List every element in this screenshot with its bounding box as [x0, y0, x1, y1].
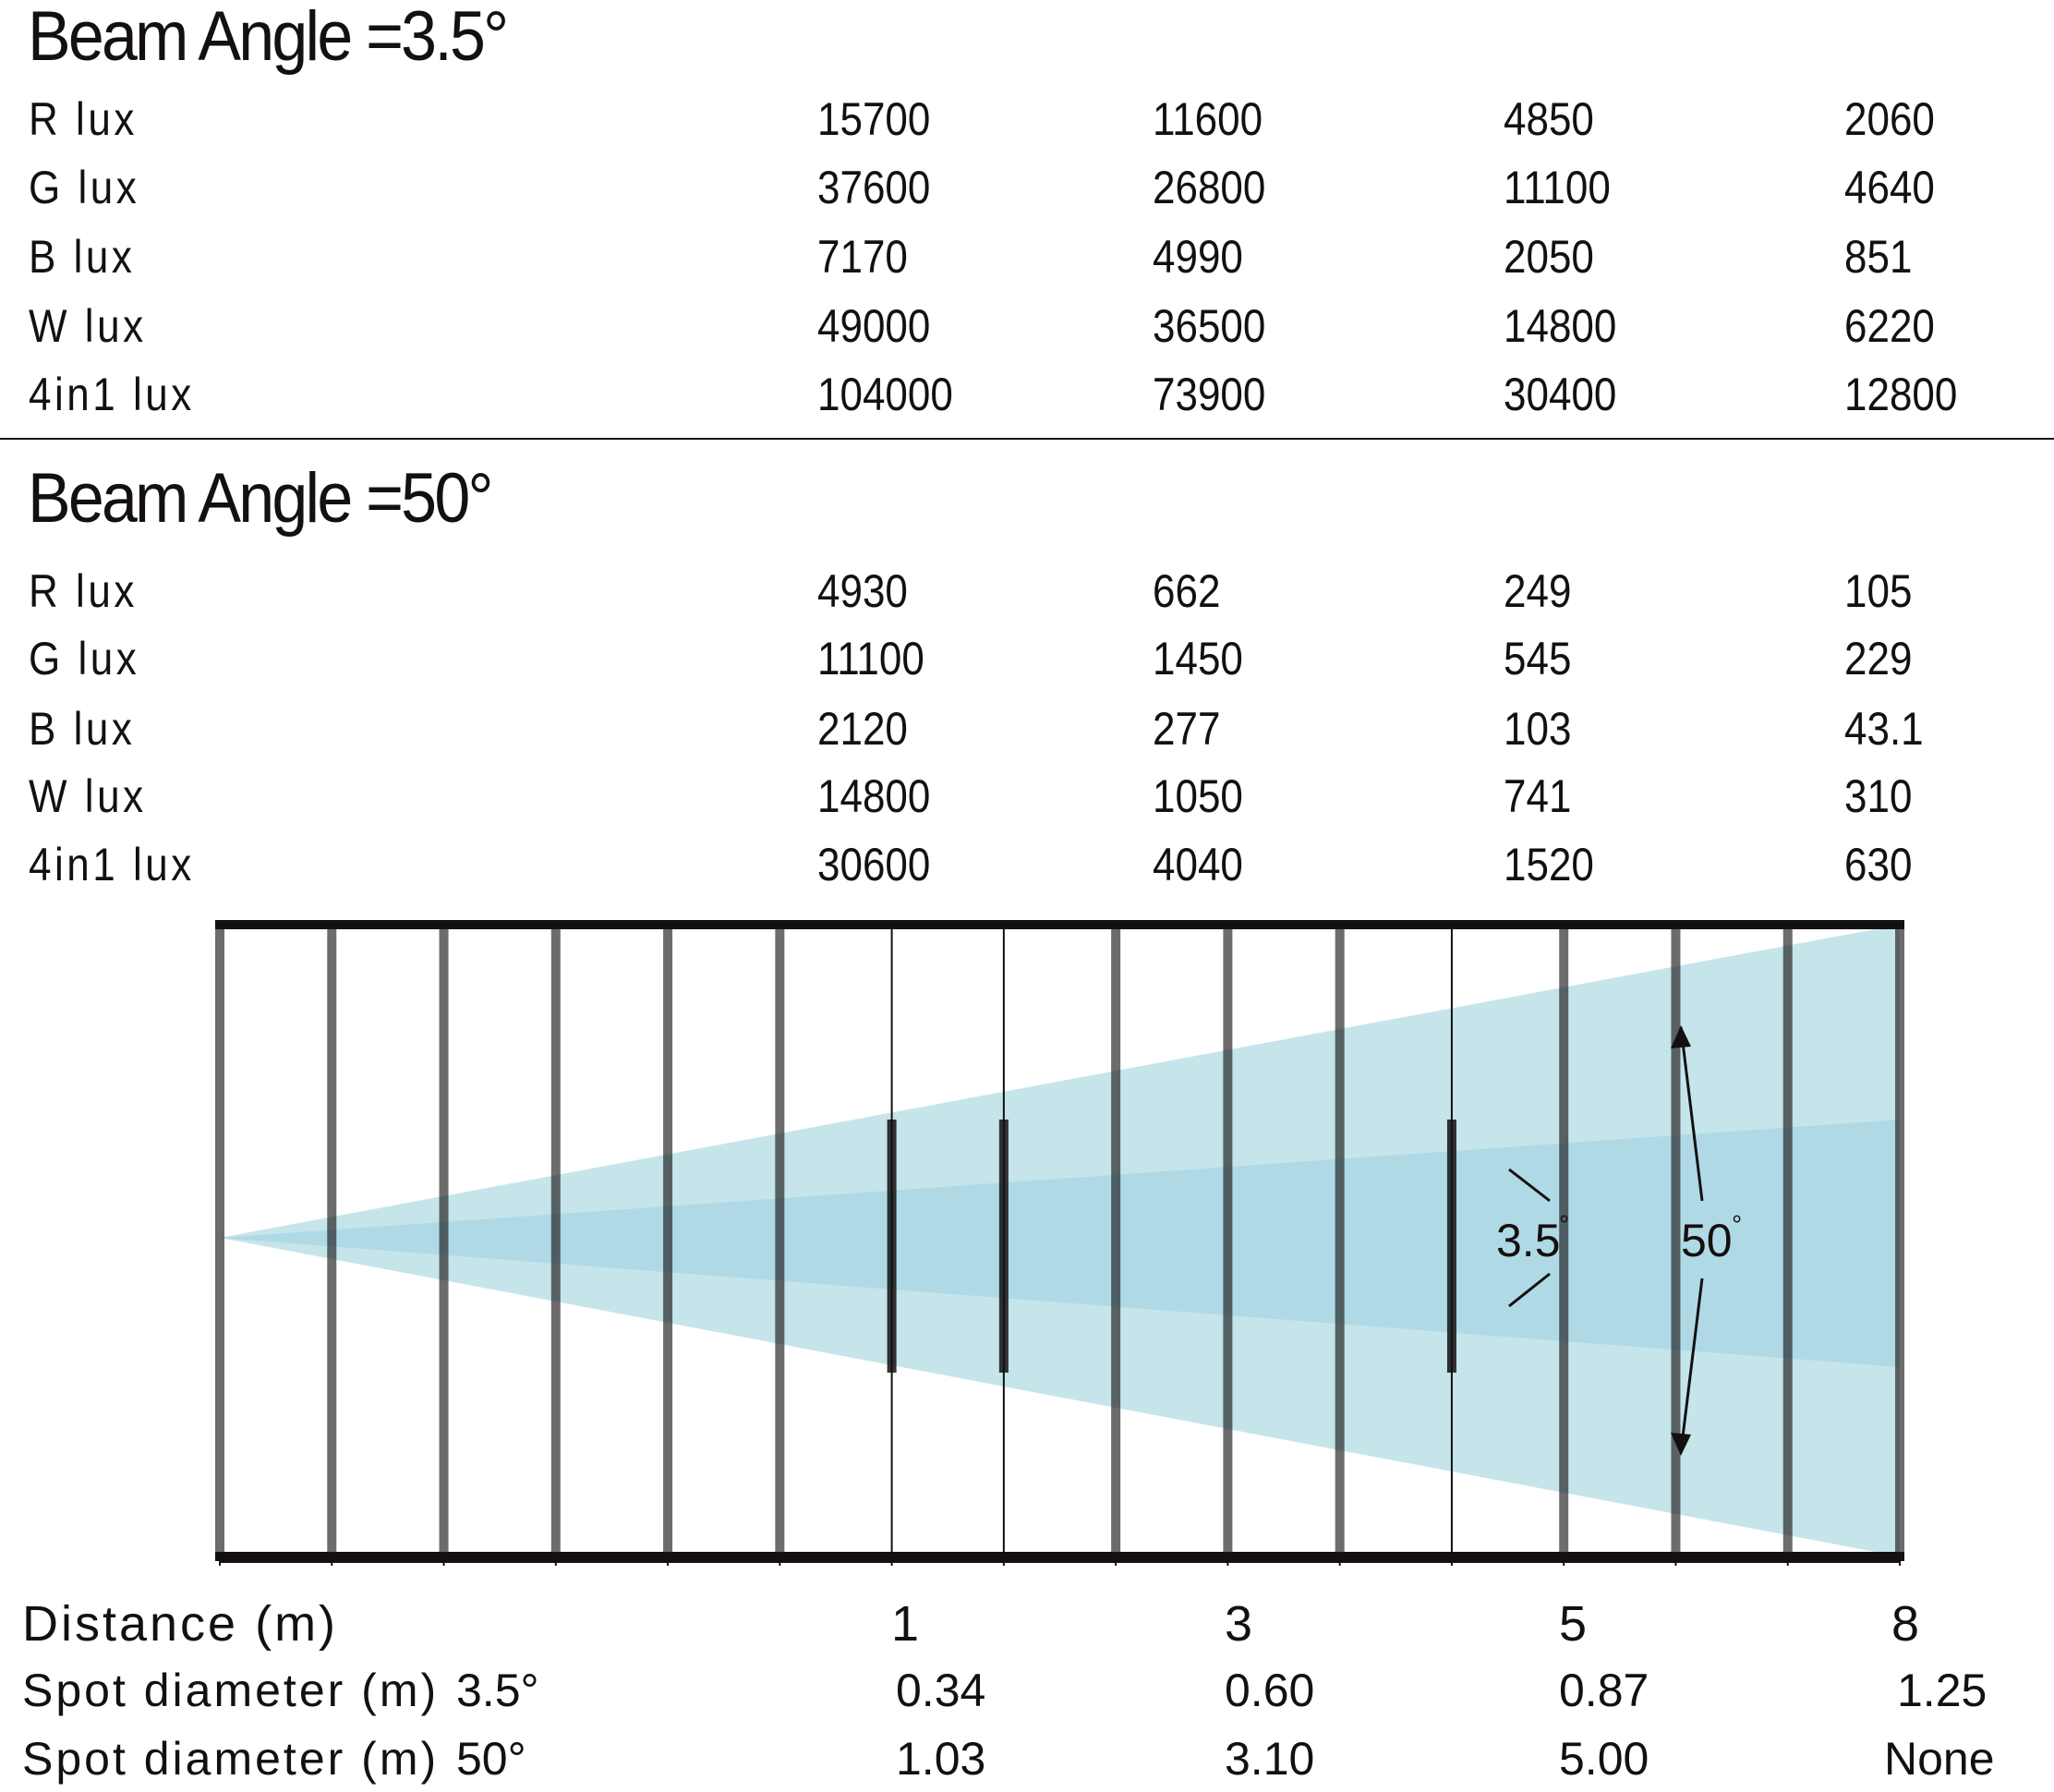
cell: 11100: [1504, 162, 1611, 213]
cell: 662: [1153, 565, 1221, 617]
cell: 4990: [1153, 231, 1243, 283]
table-row: W lux 49000 36500 14800 6220: [0, 300, 2054, 352]
cell: 1520: [1504, 839, 1594, 890]
inner-arrow-down: [1508, 1272, 1551, 1308]
spot-row: Spot diameter (m) 3.5° 0.34 0.60 0.87 1.25: [0, 1663, 2054, 1718]
cell: 43.1: [1844, 703, 1924, 755]
cell: 26800: [1153, 162, 1266, 213]
row-label: 4in1 lux: [29, 839, 195, 890]
arrowhead-down-icon: [1671, 1433, 1691, 1456]
spot-value: 5.00: [1559, 1733, 1649, 1785]
cell: 37600: [817, 162, 931, 213]
cell: 4040: [1153, 839, 1243, 890]
inner-angle-label: 3.5: [1496, 1215, 1561, 1266]
cell: 277: [1153, 703, 1221, 755]
row-label: R lux: [29, 93, 138, 145]
distance-value: 1: [891, 1596, 920, 1652]
cell: 14800: [817, 770, 931, 822]
distance-value: 5: [1559, 1596, 1588, 1652]
outer-arrow-down: [1679, 1277, 1704, 1453]
outer-arrow-up: [1679, 1026, 1704, 1202]
distance-row: Distance (m) 1 3 5 8: [0, 1596, 2054, 1652]
spot-value: 3.10: [1225, 1733, 1315, 1785]
spot-value: 0.60: [1225, 1665, 1315, 1716]
cell: 49000: [817, 300, 931, 352]
table-row: R lux 15700 11600 4850 2060: [0, 93, 2054, 145]
spot-value: 0.34: [896, 1665, 986, 1716]
table-row: G lux 11100 1450 545 229: [0, 633, 2054, 684]
cell: 7170: [817, 231, 908, 283]
cell: 310: [1844, 770, 1913, 822]
row-label: 4in1 lux: [29, 369, 195, 420]
cell: 1050: [1153, 770, 1243, 822]
cell: 4640: [1844, 162, 1935, 213]
table-row: B lux 2120 277 103 43.1: [0, 703, 2054, 755]
cell: 4930: [817, 565, 908, 617]
row-label: G lux: [29, 162, 140, 213]
cell: 2120: [817, 703, 908, 755]
cell: 12800: [1844, 369, 1958, 420]
spot-angle: 50°: [456, 1733, 526, 1785]
cell: 249: [1504, 565, 1572, 617]
distance-value: 3: [1225, 1596, 1253, 1652]
spot-angle: 3.5°: [456, 1665, 539, 1716]
cell: 105: [1844, 565, 1913, 617]
row-label: B lux: [29, 703, 136, 755]
cell: 36500: [1153, 300, 1266, 352]
cell: 14800: [1504, 300, 1617, 352]
cell: 104000: [817, 369, 953, 420]
cell: 11100: [817, 633, 924, 684]
row-label: B lux: [29, 231, 136, 283]
section-title-3-5: Beam Angle =3.5°: [28, 0, 509, 76]
cell: 851: [1844, 231, 1913, 283]
spot-value: None: [1884, 1733, 1995, 1785]
cell: 2060: [1844, 93, 1935, 145]
cell: 4850: [1504, 93, 1594, 145]
arrowhead-up-icon: [1671, 1025, 1691, 1048]
outer-degree-symbol: °: [1732, 1210, 1742, 1239]
inner-arrow-up: [1508, 1168, 1551, 1203]
spot-value: 1.03: [896, 1733, 986, 1785]
cell: 30400: [1504, 369, 1617, 420]
cell: 1450: [1153, 633, 1243, 684]
table-row: 4in1 lux 104000 73900 30400 12800: [0, 369, 2054, 420]
spot-value: 0.87: [1559, 1665, 1649, 1716]
section-title-50: Beam Angle =50°: [28, 459, 493, 538]
cell: 15700: [817, 93, 931, 145]
row-label: R lux: [29, 565, 138, 617]
table-row: 4in1 lux 30600 4040 1520 630: [0, 839, 2054, 890]
outer-angle-label: 50: [1681, 1215, 1733, 1266]
row-label: W lux: [29, 770, 147, 822]
cell: 103: [1504, 703, 1572, 755]
table-row: W lux 14800 1050 741 310: [0, 770, 2054, 822]
table-row: B lux 7170 4990 2050 851: [0, 231, 2054, 283]
cell: 2050: [1504, 231, 1594, 283]
cell: 630: [1844, 839, 1913, 890]
cell: 545: [1504, 633, 1572, 684]
spot-row: Spot diameter (m) 50° 1.03 3.10 5.00 None: [0, 1731, 2054, 1786]
table-row: R lux 4930 662 249 105: [0, 565, 2054, 617]
section-divider: [0, 438, 2054, 440]
distance-label: Distance (m): [22, 1596, 339, 1652]
cell: 11600: [1153, 93, 1263, 145]
cell: 6220: [1844, 300, 1935, 352]
cell: 741: [1504, 770, 1572, 822]
spot-label: Spot diameter (m): [22, 1665, 440, 1716]
row-label: G lux: [29, 633, 140, 684]
distance-value: 8: [1891, 1596, 1920, 1652]
spot-value: 1.25: [1897, 1665, 1988, 1716]
cell: 73900: [1153, 369, 1266, 420]
spot-label: Spot diameter (m): [22, 1733, 440, 1785]
inner-degree-symbol: °: [1559, 1210, 1569, 1239]
inner-beam: [220, 1120, 1900, 1367]
row-label: W lux: [29, 300, 147, 352]
cell: 30600: [817, 839, 931, 890]
table-row: G lux 37600 26800 11100 4640: [0, 162, 2054, 213]
cell: 229: [1844, 633, 1913, 684]
